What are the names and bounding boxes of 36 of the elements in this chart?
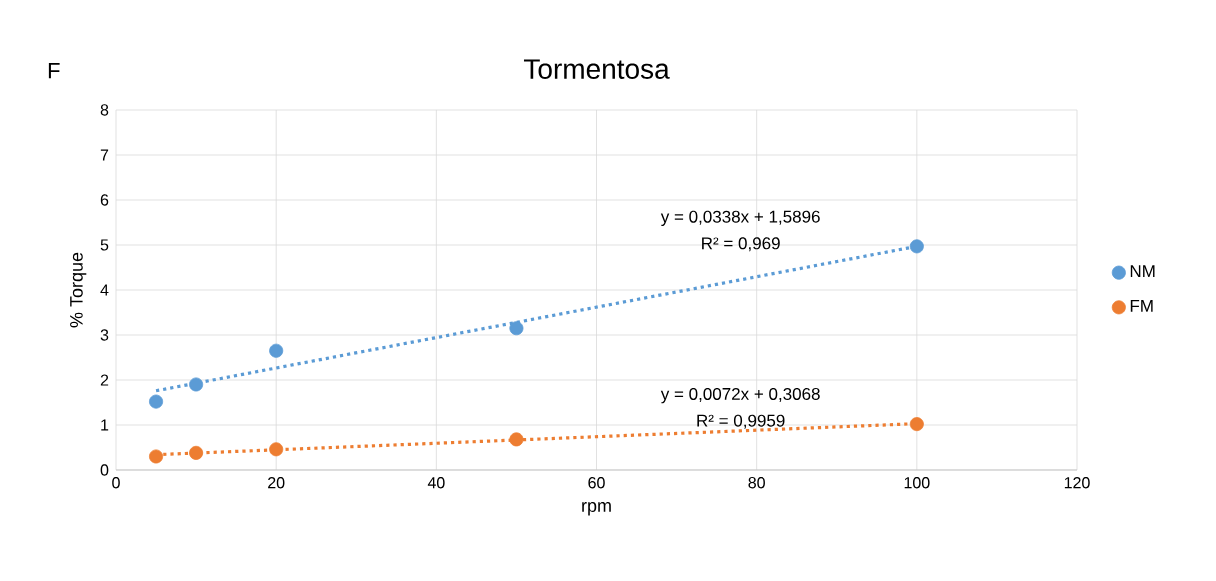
annotation: y = 0,0072x + 0,3068: [660, 387, 820, 404]
x-tick-label: 100: [904, 477, 930, 489]
x-tick-label: 20: [268, 477, 285, 489]
point: [509, 432, 524, 447]
legend-label: FM: [1130, 299, 1153, 312]
annotation: y = 0,0338x + 1,5896: [660, 210, 820, 227]
x-tick-label: 80: [748, 477, 765, 489]
x-tick-label: 120: [1064, 477, 1090, 489]
point: [149, 394, 164, 409]
y-tick-label: 7: [100, 149, 109, 161]
point: [909, 239, 924, 254]
x-tick-label: 60: [588, 477, 605, 489]
y-tick-label: 1: [101, 419, 109, 431]
y-tick-label: 5: [100, 239, 109, 251]
annotation: R² = 0,969: [702, 237, 780, 252]
y-tick-label: 4: [100, 284, 109, 296]
chart-title: Tormentosa: [523, 59, 670, 79]
legend-label: NM: [1130, 265, 1155, 277]
y-tick-label: 6: [100, 194, 109, 206]
point: [269, 442, 284, 457]
x-tick-label: 40: [427, 477, 445, 489]
point: [909, 417, 924, 432]
point: [509, 321, 524, 336]
annotation: R² = 0,9959: [697, 414, 785, 429]
x-tick-label: 0: [112, 477, 120, 489]
y-tick-label: 3: [100, 329, 109, 341]
y-tick-label: 8: [100, 104, 109, 116]
point: [149, 449, 164, 464]
point: [189, 377, 204, 392]
y-tick-label: 2: [100, 374, 109, 386]
text: F: [48, 63, 60, 79]
y-axis-title: % Torque: [70, 252, 87, 328]
y-tick-label: 0: [100, 464, 109, 476]
point: [189, 445, 204, 460]
point: [269, 343, 284, 358]
x-axis-title: rpm: [582, 502, 611, 516]
